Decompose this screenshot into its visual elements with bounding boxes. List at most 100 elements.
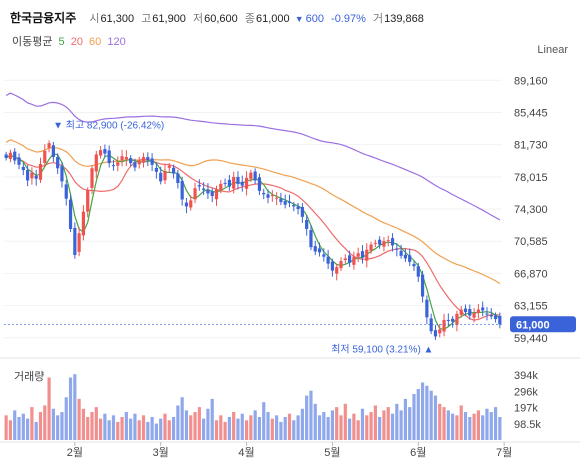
volume-bar xyxy=(34,421,38,440)
ma20-legend: 20 xyxy=(70,36,83,48)
candle-body xyxy=(163,170,167,181)
candle-body xyxy=(30,172,34,179)
current-price-badge xyxy=(510,316,576,333)
volume-bar xyxy=(116,421,120,440)
candle-body xyxy=(219,183,223,191)
volume-bar xyxy=(73,374,77,440)
volume-bar xyxy=(236,418,240,440)
volume-bar xyxy=(476,410,480,440)
candle-body xyxy=(184,202,189,207)
volume-bar xyxy=(219,415,223,440)
high-label: 고 xyxy=(141,13,152,25)
price-tick-label: 66,870 xyxy=(514,268,548,280)
candle-body xyxy=(34,175,38,179)
candle-body xyxy=(86,189,90,212)
volume-value: 139,868 xyxy=(384,13,424,25)
candle-body xyxy=(266,194,270,198)
candle-body xyxy=(485,313,489,315)
volume-bar xyxy=(438,403,442,440)
candle-body xyxy=(279,198,283,203)
price-tick-label: 59,440 xyxy=(514,333,548,345)
volume-bar xyxy=(485,408,489,440)
candle-body xyxy=(317,248,322,253)
candle-body xyxy=(38,163,43,180)
volume-bar xyxy=(202,418,206,440)
volume-bar xyxy=(257,416,262,440)
candle-body xyxy=(180,180,184,200)
volume-bar xyxy=(489,412,493,440)
open-label: 시 xyxy=(89,13,100,25)
volume-bar xyxy=(369,412,373,440)
candle-body xyxy=(236,176,240,184)
volume-bar xyxy=(94,407,98,440)
candle-body xyxy=(47,143,51,148)
volume-bar xyxy=(47,377,51,440)
ma-legend-title: 이동평균 xyxy=(12,36,53,48)
candle-body xyxy=(356,253,360,257)
candle-body xyxy=(227,179,231,187)
volume-bar xyxy=(446,410,450,440)
candle-body xyxy=(141,157,146,163)
volume-bar xyxy=(408,407,412,440)
volume-bar xyxy=(378,416,382,440)
candle-body xyxy=(472,313,476,318)
candle-body xyxy=(476,309,480,314)
price-tick-label: 63,155 xyxy=(514,301,548,313)
candle-body xyxy=(223,182,227,184)
candle-body xyxy=(26,170,30,181)
volume-bar xyxy=(51,408,55,440)
high-annotation: ▼ 최고 82,900 (-26.42%) xyxy=(53,120,164,132)
candle-body xyxy=(360,251,365,258)
down-triangle-icon: ▼ xyxy=(294,14,304,24)
volume-bar xyxy=(56,415,60,440)
volume-bar xyxy=(167,420,171,440)
scale-toggle[interactable]: Linear xyxy=(537,44,568,56)
volume-bar xyxy=(287,413,292,440)
change-pct: -0.97% xyxy=(331,13,366,25)
volume-bar xyxy=(373,405,377,440)
volume-bar xyxy=(133,413,137,440)
volume-bar xyxy=(322,412,326,440)
low-label: 저 xyxy=(193,13,204,25)
volume-bar xyxy=(176,405,180,440)
volume-bar xyxy=(266,412,270,440)
volume-tick-label: 197k xyxy=(514,403,538,415)
volume-bar xyxy=(330,410,335,440)
candle-body xyxy=(438,329,442,334)
current-price-label: 61,000 xyxy=(516,319,550,331)
open-value: 61,300 xyxy=(100,13,135,25)
volume-bar xyxy=(442,407,446,440)
volume-bar xyxy=(107,420,111,440)
volume-panel-label: 거래량 xyxy=(14,370,44,383)
candle-body xyxy=(352,256,356,265)
volume-bar xyxy=(395,403,399,440)
candle-body xyxy=(373,242,377,244)
candle-body xyxy=(262,192,266,195)
low-annotation: 최저 59,100 (3.21%) ▲ xyxy=(331,344,433,356)
candle-body xyxy=(433,330,438,337)
change-value: 600 xyxy=(305,13,324,25)
volume-bar xyxy=(171,416,176,440)
ma5-legend: 5 xyxy=(58,36,65,48)
volume-bar xyxy=(339,415,343,440)
x-tick-label: 3월 xyxy=(153,446,169,459)
candle-body xyxy=(8,152,13,159)
price-tick-label: 74,300 xyxy=(514,204,548,216)
candle-body xyxy=(13,151,17,161)
candle-body xyxy=(107,150,111,164)
candle-body xyxy=(193,188,197,200)
volume-bar xyxy=(21,413,25,440)
candle-body xyxy=(77,233,81,252)
candle-body xyxy=(382,241,386,247)
candle-body xyxy=(17,157,21,165)
candle-body xyxy=(21,166,25,171)
candle-body xyxy=(412,263,416,267)
volume-bar xyxy=(390,413,395,440)
volume-bar xyxy=(399,410,403,440)
volume-bar xyxy=(124,412,128,440)
volume-bar xyxy=(463,412,468,440)
candle-body xyxy=(408,255,412,262)
candle-body xyxy=(493,315,498,320)
candle-body xyxy=(244,177,249,189)
